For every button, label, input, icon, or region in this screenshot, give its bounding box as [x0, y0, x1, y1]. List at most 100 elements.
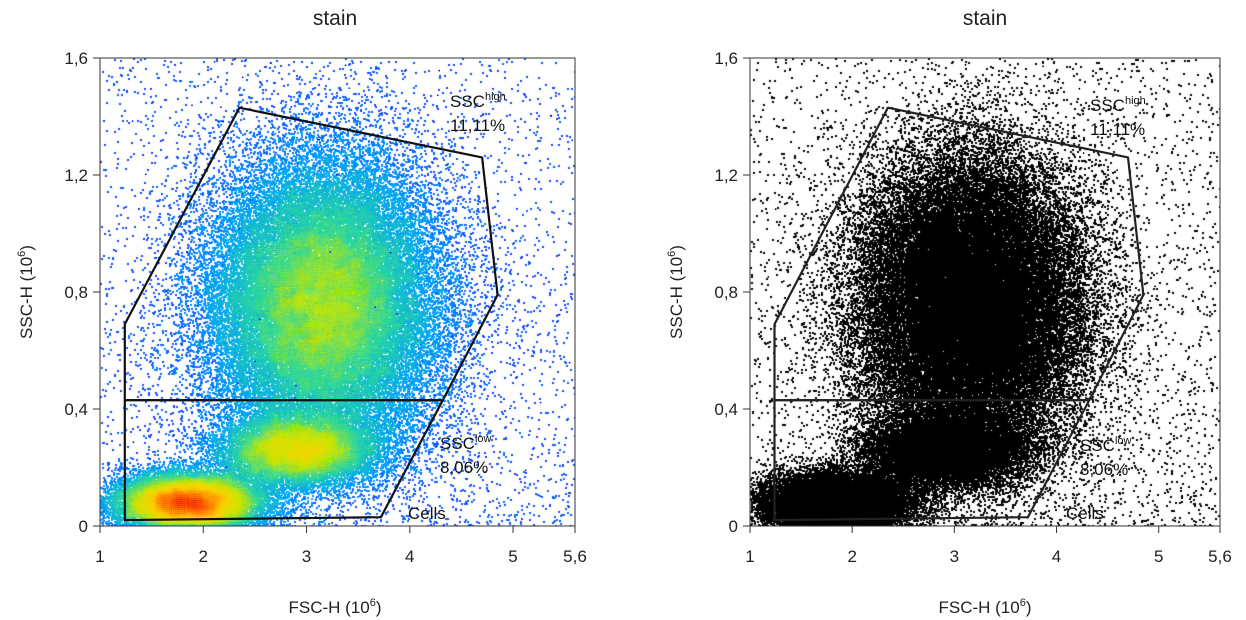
scatter-point — [425, 227, 428, 229]
right-y-axis-label: SSC-H (106) — [666, 245, 686, 339]
scatter-point — [767, 276, 770, 278]
scatter-point — [568, 361, 571, 364]
scatter-point — [441, 448, 443, 451]
scatter-point — [539, 401, 542, 404]
scatter-point — [994, 267, 997, 270]
scatter-point — [840, 290, 843, 293]
scatter-point — [236, 382, 239, 385]
y-tick-label: 0,4 — [714, 400, 738, 419]
scatter-point — [254, 360, 257, 363]
scatter-point — [571, 139, 574, 142]
scatter-point — [509, 407, 511, 410]
scatter-point — [977, 480, 980, 483]
scatter-point — [948, 486, 950, 489]
scatter-point — [1070, 165, 1072, 167]
scatter-point — [893, 360, 896, 363]
scatter-point — [1137, 102, 1140, 105]
right-sample-points — [755, 63, 1213, 524]
scatter-point — [258, 318, 261, 321]
scatter-point — [801, 515, 804, 518]
scatter-point — [220, 106, 222, 108]
scatter-point — [997, 204, 999, 207]
y-tick-label: 0 — [729, 517, 738, 536]
scatter-point — [334, 137, 337, 140]
left-x-ticks: 1 2 3 4 5 5,6 — [95, 526, 587, 566]
scatter-point — [269, 62, 272, 64]
scatter-point — [436, 224, 439, 227]
y-tick-label: 1,6 — [714, 49, 738, 68]
gate-high-label: SSChigh — [450, 91, 506, 111]
scatter-point — [419, 365, 421, 367]
left-y-axis-label: SSC-H (106) — [16, 245, 36, 339]
y-tick-label: 0,8 — [714, 283, 738, 302]
scatter-point — [1036, 351, 1039, 354]
scatter-point — [827, 481, 830, 484]
scatter-point — [782, 280, 785, 282]
left-title: stain — [313, 7, 357, 30]
scatter-point — [835, 443, 838, 446]
y-tick-label: 1,2 — [714, 166, 738, 185]
left-y-ticks: 0 0,4 0,8 1,2 1,6 — [64, 49, 100, 536]
x-tick-label: 3 — [950, 547, 959, 566]
right-title: stain — [963, 7, 1007, 30]
scatter-point — [487, 490, 490, 493]
scatter-point — [126, 120, 129, 122]
x-tick-label: 5,6 — [1208, 547, 1232, 566]
scatter-point — [1116, 169, 1118, 172]
y-tick-label: 0,8 — [64, 283, 88, 302]
left-panel: stain SSChigh 11,11% SSClow 8,06% Cells 1 2 3 4… — [16, 7, 587, 617]
x-tick-label: 3 — [302, 547, 311, 566]
scatter-point — [964, 63, 967, 66]
scatter-point — [550, 114, 552, 117]
scatter-point — [843, 166, 845, 169]
scatter-point — [131, 120, 134, 123]
x-tick-label: 5 — [1154, 547, 1163, 566]
scatter-point — [788, 347, 791, 350]
gate-low-percent: 8,06% — [1080, 460, 1128, 479]
scatter-point — [186, 251, 189, 254]
gate-low-label: SSClow — [1080, 435, 1132, 455]
scatter-point — [1055, 233, 1058, 235]
scatter-point — [241, 76, 244, 79]
scatter-point — [438, 69, 441, 72]
scatter-point — [1194, 457, 1196, 460]
scatter-point — [329, 251, 332, 253]
x-tick-label: 4 — [1052, 547, 1061, 566]
scatter-point — [374, 306, 377, 309]
scatter-point — [532, 275, 534, 278]
scatter-point — [1117, 492, 1120, 494]
gate-low — [123, 399, 444, 522]
x-tick-label: 2 — [847, 547, 856, 566]
scatter-point — [826, 270, 828, 273]
scatter-point — [1121, 133, 1124, 136]
scatter-point — [981, 82, 984, 85]
scatter-point — [191, 104, 193, 107]
scatter-point — [454, 120, 456, 122]
scatter-point — [222, 120, 225, 123]
scatter-point — [833, 345, 836, 347]
cells-gate-label: Cells — [1066, 504, 1104, 523]
scatter-point — [499, 222, 502, 225]
scatter-point — [1003, 76, 1005, 79]
scatter-point — [1082, 152, 1085, 155]
gate-high-percent: 11,11% — [450, 116, 505, 135]
scatter-point — [488, 323, 491, 326]
y-tick-label: 0,4 — [64, 400, 88, 419]
scatter-point — [238, 228, 241, 230]
scatter-point — [1158, 85, 1161, 87]
scatter-point — [211, 360, 214, 363]
scatter-point — [893, 316, 895, 319]
left-x-axis-label: FSC-H (106) — [288, 597, 381, 617]
scatter-point — [132, 441, 135, 444]
scatter-point — [1042, 65, 1044, 68]
scatter-point — [395, 313, 398, 315]
scatter-point — [853, 347, 856, 349]
x-tick-label: 1 — [745, 547, 754, 566]
scatter-point — [389, 251, 392, 254]
scatter-point — [145, 173, 147, 176]
scatter-point — [895, 203, 897, 206]
scatter-point — [316, 138, 319, 141]
x-tick-label: 1 — [95, 547, 104, 566]
scatter-point — [193, 330, 196, 333]
